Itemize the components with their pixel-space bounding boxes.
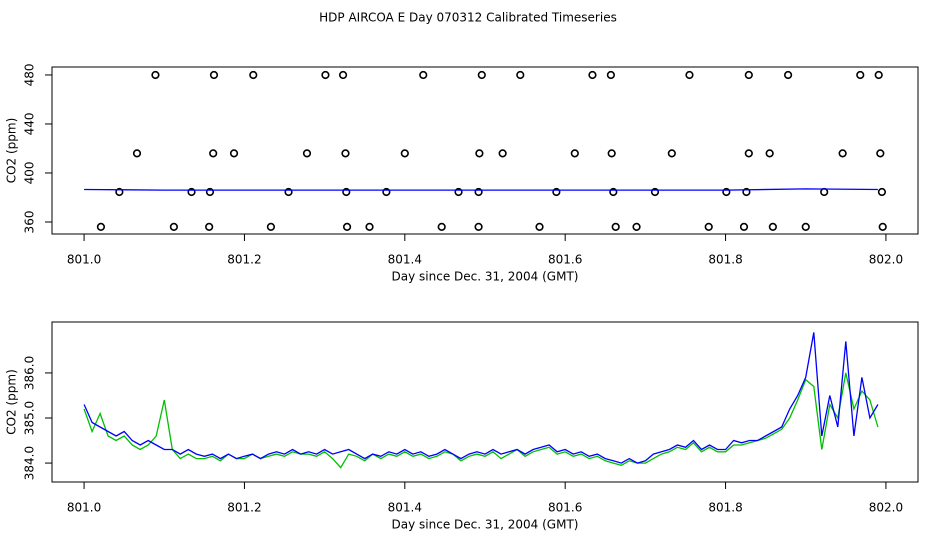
point	[768, 222, 777, 231]
point	[744, 149, 753, 158]
x-tick-label: 801.0	[67, 501, 101, 515]
plot-frame	[51, 66, 919, 235]
x-tick-label: 801.2	[227, 253, 261, 267]
point	[611, 222, 620, 231]
point	[588, 70, 597, 80]
x-tick-label: 801.8	[708, 253, 742, 267]
point	[169, 222, 178, 231]
y-tick-label: 480	[23, 64, 37, 87]
point	[365, 222, 374, 231]
x-tick-label: 801.2	[227, 501, 261, 515]
x-tick-label: 801.6	[548, 501, 582, 515]
y-tick-label: 386.0	[23, 356, 37, 390]
point	[284, 187, 293, 197]
x-tick-label: 801.6	[548, 253, 582, 267]
point	[342, 187, 351, 197]
point	[704, 222, 713, 231]
point	[722, 187, 731, 197]
point	[609, 187, 618, 197]
x-tick-label: 802.0	[869, 501, 903, 515]
point	[552, 187, 561, 197]
point	[96, 222, 106, 231]
point	[765, 149, 774, 158]
y-axis-label: CO2 (ppm)	[5, 369, 19, 435]
point	[132, 149, 142, 158]
point	[685, 70, 694, 80]
x-axis-label: Day since Dec. 31, 2004 (GMT)	[392, 518, 579, 532]
x-tick-label: 802.0	[869, 253, 903, 267]
point	[516, 70, 525, 80]
point	[419, 70, 428, 80]
point	[342, 222, 352, 231]
chart-title: HDP AIRCOA E Day 070312 Calibrated Times…	[319, 11, 617, 25]
point	[838, 149, 847, 158]
point	[338, 70, 348, 80]
series-line	[84, 188, 878, 191]
y-axis-label: CO2 (ppm)	[5, 118, 19, 184]
point	[477, 70, 486, 80]
point	[535, 222, 544, 231]
point	[229, 149, 239, 158]
point	[205, 222, 214, 231]
x-tick-label: 801.4	[388, 253, 422, 267]
point	[801, 222, 810, 231]
point	[783, 70, 793, 80]
point	[744, 70, 753, 80]
x-axis-label: Day since Dec. 31, 2004 (GMT)	[392, 270, 579, 284]
y-tick-label: 385.0	[23, 401, 37, 435]
point	[606, 70, 615, 80]
x-tick-label: 801.0	[67, 253, 101, 267]
point	[632, 222, 641, 231]
point	[321, 70, 330, 80]
point	[876, 149, 885, 158]
point	[874, 70, 883, 80]
series-line	[83, 332, 879, 464]
point	[878, 222, 887, 231]
y-tick-label: 440	[23, 113, 37, 136]
point	[667, 149, 676, 158]
point	[474, 187, 483, 197]
plot-frame	[51, 321, 919, 483]
point	[570, 149, 579, 158]
point	[498, 149, 507, 158]
point	[205, 187, 215, 197]
x-tick-label: 801.8	[708, 501, 742, 515]
point	[437, 222, 446, 231]
point	[475, 149, 484, 158]
point	[607, 149, 616, 158]
point	[742, 187, 751, 197]
y-tick-label: 360	[23, 211, 37, 234]
point	[302, 149, 312, 158]
point	[474, 222, 483, 231]
point	[650, 187, 660, 197]
x-tick-label: 801.4	[388, 501, 422, 515]
point	[209, 70, 219, 80]
point	[877, 187, 887, 197]
series-line	[83, 372, 879, 469]
point	[400, 149, 409, 158]
point	[454, 187, 463, 197]
point	[341, 149, 350, 158]
point	[856, 70, 865, 80]
y-tick-label: 400	[23, 162, 37, 185]
point	[382, 187, 391, 197]
point	[249, 70, 258, 80]
point	[151, 70, 160, 80]
point	[115, 187, 124, 197]
y-tick-label: 384.0	[23, 446, 37, 480]
point	[187, 187, 196, 197]
point	[266, 222, 276, 231]
point	[739, 222, 749, 231]
point	[209, 149, 218, 158]
